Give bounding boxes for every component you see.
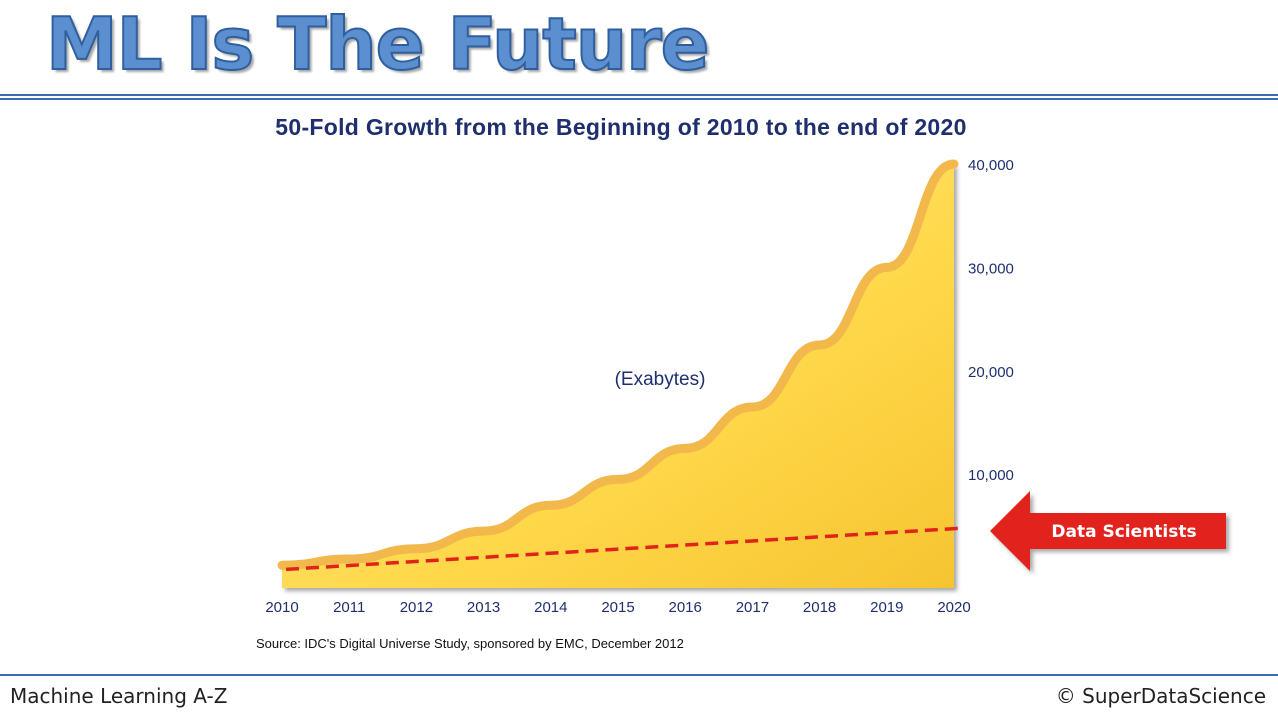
y-tick-label: 40,000 — [968, 157, 1014, 174]
callout-arrow — [990, 491, 1226, 571]
x-tick-label: 2017 — [736, 599, 769, 616]
callout-label: Data Scientists — [1051, 522, 1196, 542]
x-tick-label: 2011 — [333, 599, 365, 616]
chart-title: 50-Fold Growth from the Beginning of 201… — [275, 114, 967, 140]
x-tick-label: 2015 — [601, 599, 634, 616]
footer-divider — [0, 674, 1278, 676]
data-point-2020 — [952, 162, 956, 166]
x-tick-label: 2010 — [265, 599, 298, 616]
data-point-2015 — [616, 477, 620, 481]
x-tick-label: 2020 — [937, 599, 970, 616]
data-point-2013 — [482, 529, 486, 533]
course-name: Machine Learning A-Z — [10, 684, 228, 708]
data-scientists-trend-line — [285, 526, 965, 572]
data-point-2017 — [750, 405, 754, 409]
source-note: Source: IDC's Digital Universe Study, sp… — [256, 636, 684, 651]
data-point-2014 — [549, 503, 553, 507]
copyright: © SuperDataScience — [1055, 684, 1266, 708]
unit-label: (Exabytes) — [615, 369, 706, 390]
data-scientists-callout: Data Scientists — [990, 491, 1226, 571]
data-point-2010 — [280, 563, 284, 567]
x-tick-label: 2019 — [870, 599, 903, 616]
data-point-2016 — [683, 446, 687, 450]
data-point-2018 — [818, 343, 822, 347]
y-tick-label: 20,000 — [968, 364, 1014, 381]
data-point-2012 — [414, 547, 418, 551]
y-tick-label: 30,000 — [968, 260, 1014, 277]
x-tick-label: 2014 — [534, 599, 567, 616]
title-divider — [0, 94, 1278, 100]
x-tick-label: 2018 — [803, 599, 836, 616]
growth-area — [282, 164, 954, 588]
y-tick-label: 10,000 — [968, 467, 1014, 484]
data-point-2019 — [885, 265, 889, 269]
x-tick-label: 2013 — [467, 599, 500, 616]
x-tick-label: 2012 — [400, 599, 433, 616]
x-tick-label: 2016 — [669, 599, 702, 616]
data-point-2011 — [347, 557, 351, 561]
slide-title: ML Is The Future — [45, 2, 710, 86]
